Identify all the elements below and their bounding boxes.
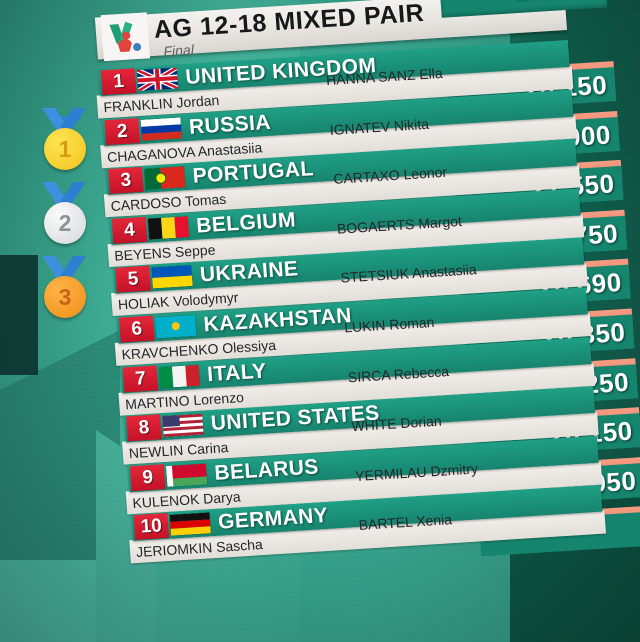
flag-italy [158, 364, 201, 388]
background-dark-edge [0, 255, 38, 375]
medal-ribbon-icon [42, 108, 86, 132]
row-rank: 7 [122, 364, 159, 393]
flag-kazakhstan [154, 314, 197, 339]
row-rank: 9 [129, 463, 166, 491]
row-country: ITALY [206, 359, 268, 386]
row-rank: 3 [108, 167, 144, 195]
table-row[interactable]: 28.0002RUSSIACHAGANOVA AnastasiiaIGNATEV… [96, 87, 621, 169]
medal-ribbon-icon [42, 256, 86, 280]
gymnastics-federation-logo [100, 12, 150, 62]
medal-overlay-column: 1 2 3 [34, 108, 96, 330]
flag-ukraine [151, 265, 193, 289]
flag-portugal [144, 166, 186, 190]
row-rank: 6 [118, 315, 155, 343]
gold-medal: 1 [34, 108, 94, 174]
bronze-medal-number: 3 [44, 276, 86, 318]
row-rank: 8 [126, 414, 162, 442]
flag-germany [169, 512, 211, 537]
flag-russia [140, 117, 182, 141]
table-row[interactable]: 10 GERMANY JERIOMKIN Sascha BARTEL Xenia [125, 483, 640, 565]
scoreboard: AG 12-18 MIXED PAIR Final 28.400 28.1501… [88, 0, 640, 640]
flag-united-states [162, 413, 204, 438]
row-rank: 2 [104, 117, 141, 145]
row-rank: 10 [133, 513, 170, 541]
row-rank: 1 [100, 68, 137, 96]
flag-belgium [147, 215, 190, 240]
row-rank: 4 [111, 216, 148, 244]
silver-medal: 2 [34, 182, 94, 248]
flag-belarus [165, 463, 208, 487]
gold-medal-number: 1 [44, 128, 86, 170]
scoreboard-header: AG 12-18 MIXED PAIR Final 28.400 [88, 0, 608, 70]
medal-ribbon-icon [42, 182, 86, 206]
flag-united-kingdom [136, 67, 179, 92]
federation-logo-icon [100, 12, 150, 62]
row-rank: 5 [115, 266, 152, 294]
table-row[interactable]: 26.3506KAZAKHSTANKRAVCHENKO OlessiyaLUKI… [111, 285, 635, 367]
silver-medal-number: 2 [44, 202, 86, 244]
round-subtitle: Final [162, 41, 195, 60]
bronze-medal: 3 [34, 256, 94, 322]
